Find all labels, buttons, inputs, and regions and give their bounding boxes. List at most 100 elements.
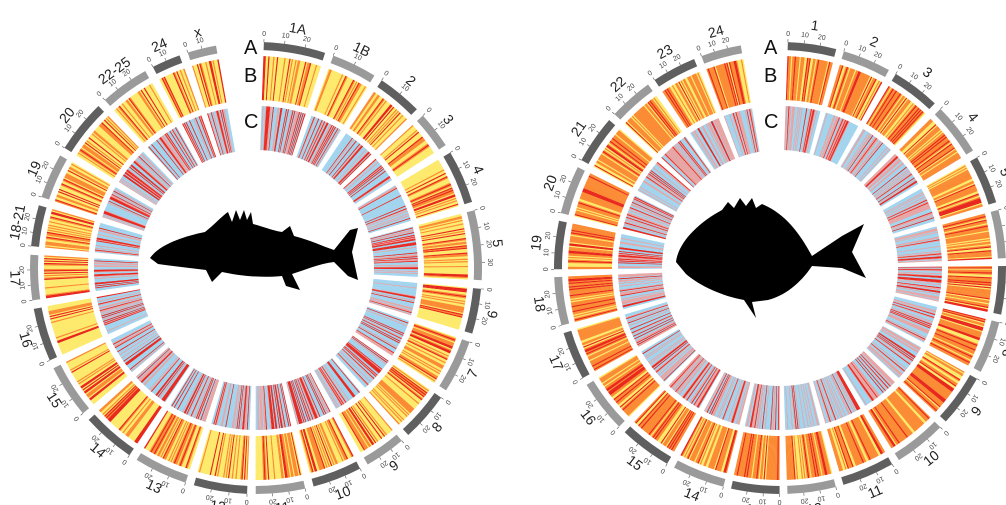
heatmap-b-cell — [907, 129, 942, 160]
heatmap-b-cell — [52, 315, 96, 330]
heatmap-b-cell — [945, 231, 990, 241]
heatmap-b-cell — [922, 155, 961, 180]
heatmap-c-cell — [797, 107, 805, 152]
heatmap-b-cell — [315, 424, 333, 467]
heatmap-c-cell — [897, 273, 942, 278]
heatmap-b-cell — [568, 249, 613, 255]
heatmap-c-cell — [701, 125, 724, 165]
heatmap-b-cell — [922, 355, 962, 380]
heatmap-c-cell — [121, 333, 159, 360]
heatmap-b-cell — [916, 144, 954, 171]
heatmap-c-cell — [644, 177, 683, 203]
heatmap-c-cell — [107, 202, 149, 221]
heatmap-b-cell — [45, 290, 90, 299]
heatmap-b-cell — [78, 151, 116, 177]
heatmap-b-cell — [694, 73, 714, 115]
heatmap-b-cell — [70, 164, 110, 187]
heatmap-b-cell — [333, 80, 356, 120]
heatmap-b-cell — [352, 404, 380, 442]
heatmap-c-cell — [366, 309, 408, 327]
heatmap-c-cell — [358, 326, 397, 350]
heatmap-b-cell — [89, 136, 125, 165]
tick-mark — [72, 131, 75, 134]
heatmap-c-cell — [155, 360, 184, 396]
heatmap-b-cell — [918, 147, 956, 174]
heatmap-c-cell — [307, 373, 328, 414]
tick-mark — [557, 211, 561, 214]
heatmap-c-cell — [280, 109, 291, 153]
heatmap-b-cell — [413, 326, 455, 344]
heatmap-b-cell — [609, 140, 646, 168]
heatmap-c-cell — [866, 347, 901, 378]
heatmap-c-cell — [804, 109, 815, 153]
heatmap-c-cell — [694, 130, 719, 168]
heatmap-c-cell — [157, 138, 186, 175]
heatmap-c-cell — [219, 382, 231, 427]
heatmap-b-cell — [659, 406, 686, 444]
heatmap-c-cell — [875, 336, 913, 363]
tick-mark — [572, 363, 576, 366]
tick-label: 20 — [672, 53, 682, 63]
heatmap-c-cell — [805, 383, 816, 427]
heatmap-b-cell — [282, 433, 292, 478]
heatmap-c-cell — [373, 280, 418, 286]
heatmap-c-cell — [848, 136, 876, 173]
heatmap-c-cell — [344, 161, 379, 192]
heatmap-b-cell — [139, 90, 165, 128]
tick-label: 10 — [909, 71, 919, 81]
heatmap-b-cell — [175, 71, 193, 113]
heatmap-c-cell — [823, 117, 842, 159]
heatmap-c-cell — [891, 216, 934, 232]
heatmap-c-cell — [95, 243, 140, 252]
chromosome-label: 19 — [527, 234, 545, 251]
heatmap-b-cell — [923, 156, 962, 181]
tick-label: 10 — [436, 120, 446, 131]
heatmap-c-cell — [97, 291, 141, 302]
heatmap-c-cell — [371, 290, 416, 300]
heatmap-c-cell — [163, 364, 190, 402]
ideogram-segment — [654, 58, 698, 87]
heatmap-b-cell — [799, 434, 806, 479]
heatmap-b-cell — [277, 434, 284, 479]
heatmap-b-cell — [737, 432, 748, 476]
heatmap-c-cell — [891, 215, 934, 231]
heatmap-c-cell — [634, 195, 675, 216]
heatmap-c-cell — [712, 120, 732, 161]
heatmap-b-cell — [942, 311, 985, 324]
heatmap-b-cell — [50, 310, 94, 324]
heatmap-c-cell — [354, 178, 392, 204]
heatmap-c-cell — [204, 379, 220, 422]
heatmap-b-cell — [568, 264, 613, 267]
heatmap-c-cell — [373, 280, 418, 287]
heatmap-b-cell — [816, 60, 827, 105]
heatmap-b-cell — [79, 150, 117, 176]
tick-mark — [909, 80, 912, 83]
heatmap-b-cell — [947, 257, 992, 261]
heatmap-b-cell — [276, 434, 283, 479]
heatmap-c-cell — [659, 347, 694, 378]
heatmap-c-cell — [895, 236, 940, 246]
heatmap-b-cell — [819, 62, 832, 106]
heatmap-b-cell — [920, 358, 959, 384]
heatmap-b-cell — [607, 365, 644, 393]
heatmap-b-cell — [923, 353, 963, 378]
heatmap-b-cell — [69, 165, 109, 188]
heatmap-b-cell — [609, 367, 646, 396]
heatmap-c-cell — [207, 113, 222, 156]
tick-mark — [304, 44, 307, 48]
heatmap-c-cell — [618, 272, 663, 276]
heatmap-c-cell — [833, 372, 855, 413]
heatmap-c-cell — [667, 150, 699, 184]
heatmap-c-cell — [626, 305, 669, 321]
heatmap-b-cell — [929, 171, 970, 193]
heatmap-b-cell — [583, 187, 625, 206]
heatmap-c-cell — [759, 385, 767, 429]
heatmap-b-cell — [632, 114, 664, 148]
heatmap-b-cell — [163, 419, 184, 460]
heatmap-b-cell — [141, 88, 167, 127]
heatmap-c-cell — [337, 150, 369, 184]
heatmap-b-cell — [762, 435, 767, 480]
heatmap-c-cell — [150, 357, 181, 392]
tick-label: 20 — [26, 324, 35, 333]
heatmap-b-cell — [162, 418, 183, 459]
